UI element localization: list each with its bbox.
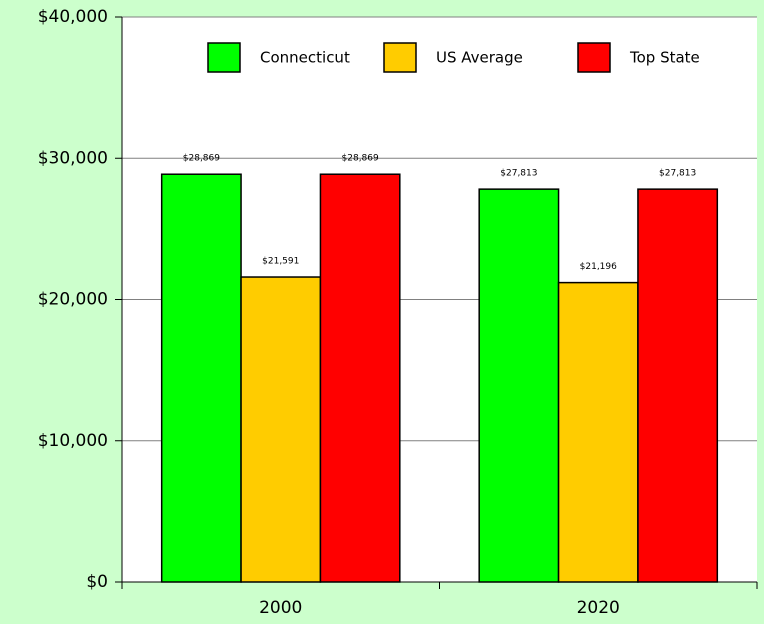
y-tick-label: $10,000 [38,431,108,451]
bar [557,281,639,583]
legend-label: Top State [629,49,700,67]
bar [637,188,719,583]
x-tick-label: 2020 [577,598,620,618]
value-label: $21,196 [580,262,617,272]
y-tick-label: $40,000 [38,7,108,27]
legend-label: US Average [436,49,523,67]
bar [160,173,242,583]
legend-label: Connecticut [260,49,350,67]
legend-swatch [207,42,241,73]
x-tick-label: 2000 [259,598,302,618]
bar [319,173,401,583]
legend-swatch [577,42,611,73]
legend-swatch [383,42,417,73]
value-label: $27,813 [500,169,537,179]
value-label: $27,813 [659,169,696,179]
bar [478,188,560,583]
value-label: $21,591 [262,257,299,267]
value-label: $28,869 [342,154,379,164]
y-tick-label: $20,000 [38,290,108,310]
value-label: $28,869 [183,154,220,164]
bar [240,276,322,583]
y-tick-label: $30,000 [38,148,108,168]
y-tick-label: $0 [86,572,108,592]
